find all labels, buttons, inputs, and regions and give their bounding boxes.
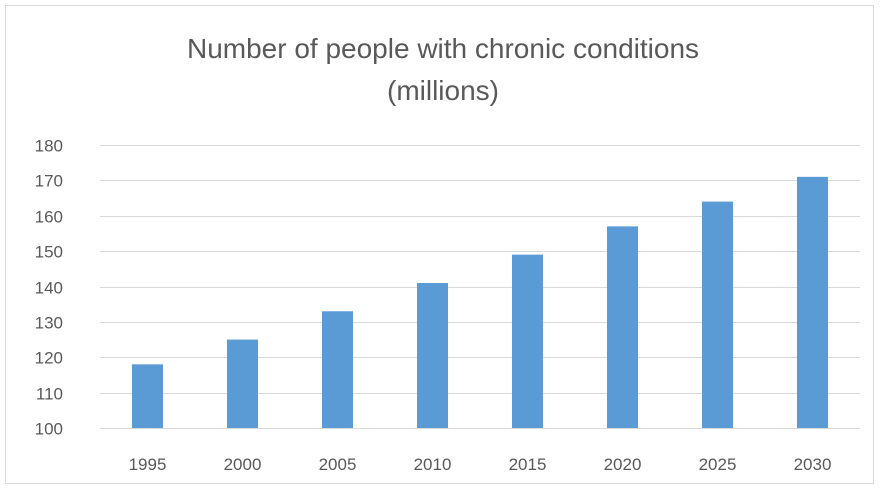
bar-2025 (702, 201, 733, 428)
x-axis-ticks: 1995 2000 2005 2010 2015 2020 2025 2030 (129, 455, 832, 474)
y-tick-label-130: 130 (35, 314, 63, 333)
x-tick-label-2005: 2005 (319, 455, 357, 474)
y-tick-label-140: 140 (35, 279, 63, 298)
x-tick-label-2010: 2010 (414, 455, 452, 474)
bar-2020 (607, 226, 638, 428)
x-tick-label-2030: 2030 (794, 455, 832, 474)
bars (132, 176, 828, 428)
chart-title-line-1: Number of people with chronic conditions (187, 33, 699, 64)
bar-2015 (512, 254, 543, 428)
x-tick-label-2020: 2020 (604, 455, 642, 474)
bar-1995 (132, 364, 163, 428)
chart-title-line-2: (millions) (387, 75, 499, 106)
y-tick-label-110: 110 (36, 385, 63, 404)
x-tick-label-2000: 2000 (224, 455, 262, 474)
x-tick-label-1995: 1995 (129, 455, 167, 474)
bar-2000 (227, 339, 258, 428)
y-tick-label-160: 160 (35, 208, 63, 227)
gridlines (100, 145, 860, 429)
y-tick-label-120: 120 (35, 349, 63, 368)
y-axis-ticks: 100 110 120 130 140 150 160 170 180 (35, 137, 63, 439)
y-tick-label-150: 150 (35, 243, 63, 262)
bar-2030 (797, 176, 828, 428)
y-tick-label-100: 100 (35, 420, 63, 439)
x-tick-label-2025: 2025 (699, 455, 737, 474)
bar-2010 (417, 282, 448, 428)
bar-2005 (322, 311, 353, 428)
y-tick-label-180: 180 (35, 137, 63, 156)
x-tick-label-2015: 2015 (509, 455, 547, 474)
y-tick-label-170: 170 (35, 172, 63, 191)
